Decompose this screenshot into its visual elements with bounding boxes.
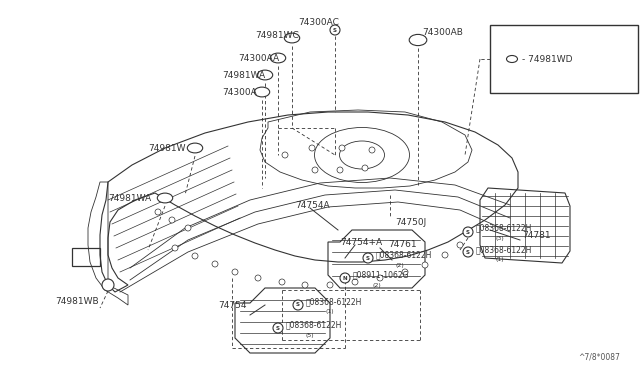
Circle shape: [402, 269, 408, 275]
Text: S: S: [276, 326, 280, 330]
Circle shape: [232, 269, 238, 275]
Text: 74750J: 74750J: [395, 218, 426, 227]
Text: S: S: [466, 250, 470, 254]
Text: 74981WB: 74981WB: [55, 298, 99, 307]
Circle shape: [330, 25, 340, 35]
Text: 74981WC: 74981WC: [255, 31, 299, 39]
Circle shape: [172, 245, 178, 251]
Circle shape: [369, 147, 375, 153]
Circle shape: [337, 167, 343, 173]
Circle shape: [442, 252, 448, 258]
Circle shape: [327, 282, 333, 288]
Text: Ⓚ08911-1062G: Ⓚ08911-1062G: [353, 270, 410, 279]
Circle shape: [377, 275, 383, 281]
Text: (3): (3): [496, 235, 505, 241]
Ellipse shape: [506, 55, 518, 62]
Text: Ⓝ08368-6122H: Ⓝ08368-6122H: [476, 224, 532, 232]
Circle shape: [463, 247, 473, 257]
Ellipse shape: [188, 143, 203, 153]
Circle shape: [273, 323, 283, 333]
Text: S: S: [296, 302, 300, 308]
Circle shape: [457, 242, 463, 248]
Circle shape: [282, 152, 288, 158]
Text: N: N: [342, 276, 348, 280]
Ellipse shape: [157, 193, 173, 203]
Text: 74981WA: 74981WA: [108, 193, 151, 202]
Text: 74300AA: 74300AA: [238, 54, 279, 62]
Text: 74981W: 74981W: [148, 144, 186, 153]
Circle shape: [309, 145, 315, 151]
Circle shape: [312, 167, 318, 173]
Circle shape: [255, 275, 261, 281]
Text: 74981WA: 74981WA: [222, 71, 265, 80]
Text: (2): (2): [373, 282, 381, 288]
Circle shape: [279, 279, 285, 285]
Text: (1): (1): [326, 310, 335, 314]
Circle shape: [302, 282, 308, 288]
Ellipse shape: [254, 87, 269, 97]
Text: (2): (2): [396, 263, 404, 267]
Text: S: S: [333, 28, 337, 32]
Circle shape: [339, 145, 345, 151]
Text: Ⓝ08368-6122H: Ⓝ08368-6122H: [476, 246, 532, 254]
Circle shape: [102, 279, 114, 291]
Circle shape: [192, 253, 198, 259]
Text: 74761: 74761: [388, 240, 417, 248]
Ellipse shape: [270, 53, 285, 63]
Bar: [72, 248, 100, 266]
Text: S: S: [366, 256, 370, 260]
Ellipse shape: [409, 34, 427, 46]
Text: 74754+A: 74754+A: [340, 237, 382, 247]
Circle shape: [169, 217, 175, 223]
Circle shape: [212, 261, 218, 267]
Circle shape: [293, 300, 303, 310]
Circle shape: [185, 225, 191, 231]
Bar: [490, 25, 638, 93]
Ellipse shape: [284, 33, 300, 43]
Text: 74300A: 74300A: [222, 87, 257, 96]
Text: ^7/8*0087: ^7/8*0087: [578, 353, 620, 362]
Circle shape: [362, 165, 368, 171]
Text: (5): (5): [306, 333, 315, 337]
Circle shape: [463, 227, 473, 237]
Text: 74754: 74754: [218, 301, 246, 310]
Text: 74754A: 74754A: [295, 201, 330, 209]
Text: Ⓝ08368-6122H: Ⓝ08368-6122H: [306, 298, 362, 307]
Ellipse shape: [257, 70, 273, 80]
Circle shape: [340, 273, 350, 283]
Text: Ⓝ08368-6122H: Ⓝ08368-6122H: [286, 321, 342, 330]
Circle shape: [363, 253, 373, 263]
Text: (1): (1): [496, 257, 504, 263]
Text: 74300AB: 74300AB: [422, 28, 463, 36]
Text: 74781: 74781: [522, 231, 550, 240]
Circle shape: [155, 209, 161, 215]
Circle shape: [352, 279, 358, 285]
Text: 74300AC: 74300AC: [298, 17, 339, 26]
Circle shape: [422, 262, 428, 268]
Text: S: S: [466, 230, 470, 234]
Text: - 74981WD: - 74981WD: [522, 55, 573, 64]
Text: Ⓝ08368-6122H: Ⓝ08368-6122H: [376, 250, 433, 260]
